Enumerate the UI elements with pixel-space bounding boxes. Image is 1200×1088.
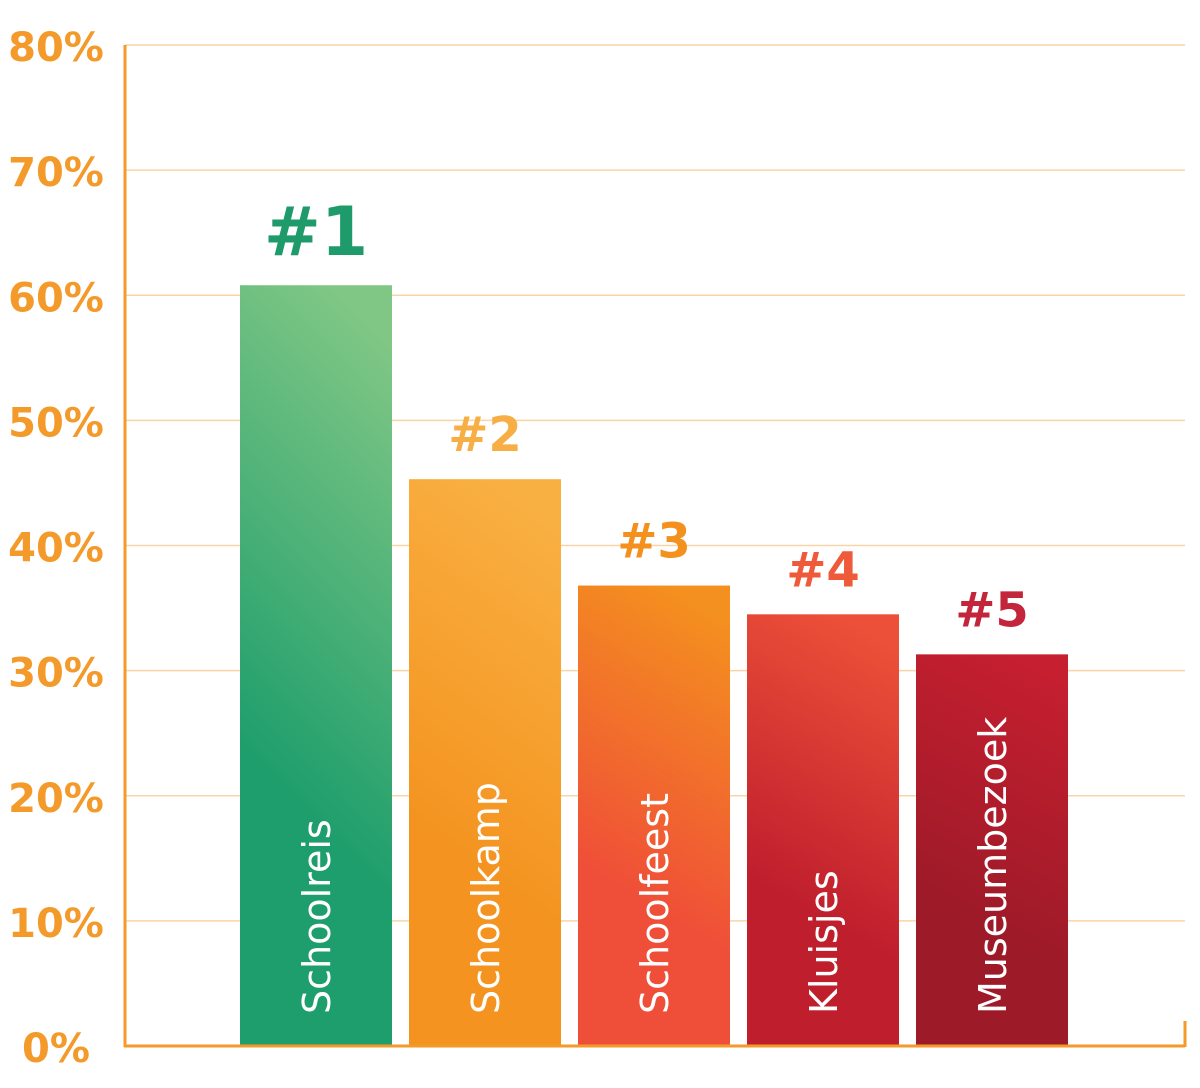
bar-schoolkamp bbox=[409, 479, 561, 1047]
y-tick-label: 20% bbox=[8, 776, 104, 822]
rank-label: #2 bbox=[448, 407, 522, 463]
y-tick-label: 70% bbox=[8, 150, 104, 196]
bar-kluisjes bbox=[747, 614, 899, 1046]
axes bbox=[123, 45, 1187, 1048]
bar-label: Museumbezoek bbox=[971, 717, 1015, 1014]
bar-label: Schoolreis bbox=[295, 819, 339, 1014]
bar-schoolfeest bbox=[578, 585, 730, 1046]
y-axis-ticks: 0% 10% 20% 30% 40% 50% 60% 70% 80% bbox=[8, 25, 104, 1072]
bar-label: Kluisjes bbox=[802, 870, 846, 1014]
rank-label: #5 bbox=[955, 582, 1029, 638]
y-tick-label: 30% bbox=[8, 651, 104, 697]
bar-label: Schoolfeest bbox=[633, 793, 677, 1014]
y-tick-label: 60% bbox=[8, 275, 104, 321]
y-tick-label: 40% bbox=[8, 526, 104, 572]
bar-museumbezoek bbox=[916, 654, 1068, 1046]
rank-label: #1 bbox=[264, 193, 368, 272]
y-tick-label: 50% bbox=[8, 400, 104, 446]
bars: Schoolreis #1 Schoolkamp #2 Schoolfeest #3 Klu… bbox=[240, 193, 1068, 1047]
y-tick-label: 0% bbox=[22, 1026, 90, 1072]
rank-label: #3 bbox=[617, 514, 691, 570]
bar-label: Schoolkamp bbox=[464, 782, 508, 1014]
y-tick-label: 10% bbox=[8, 901, 104, 947]
y-tick-label: 80% bbox=[8, 25, 104, 71]
bar-schoolreis bbox=[240, 285, 392, 1046]
rank-label: #4 bbox=[786, 542, 860, 598]
